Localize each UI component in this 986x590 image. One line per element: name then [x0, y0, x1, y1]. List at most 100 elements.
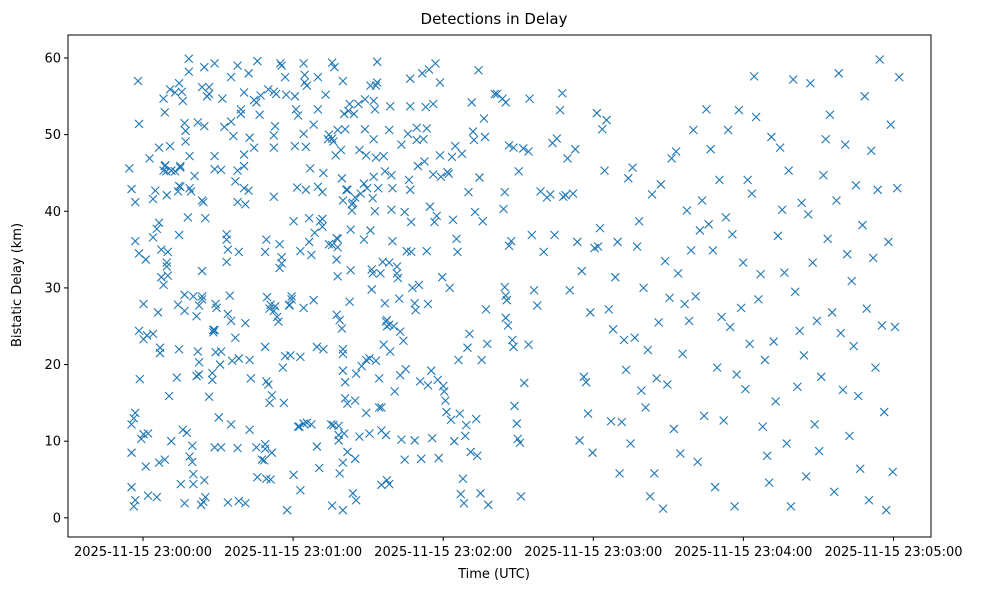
data-point [198, 197, 208, 207]
data-point [187, 457, 197, 467]
data-point [435, 150, 445, 160]
data-point [654, 318, 663, 327]
data-point [619, 335, 629, 345]
data-point [483, 500, 493, 510]
data-point [503, 321, 513, 330]
data-point [432, 211, 442, 221]
data-point [873, 185, 883, 195]
data-point [180, 498, 189, 508]
data-point [249, 143, 259, 153]
data-point [197, 82, 207, 92]
data-point [786, 501, 796, 511]
data-point [403, 129, 413, 139]
data-point [699, 411, 709, 421]
data-point [165, 141, 175, 151]
data-point [892, 183, 902, 193]
data-point [695, 226, 705, 235]
data-point [421, 102, 431, 112]
data-point [380, 298, 390, 308]
data-point [665, 293, 674, 303]
data-point [207, 375, 217, 385]
data-point [475, 173, 484, 182]
data-point [335, 315, 345, 325]
data-point [233, 197, 242, 207]
data-point [335, 468, 345, 478]
data-point [397, 435, 406, 445]
data-point [130, 495, 140, 505]
data-point [175, 182, 185, 192]
data-point [431, 58, 440, 68]
x-tick-label: 2025-11-15 23:00:00 [74, 545, 212, 560]
data-point [730, 501, 740, 511]
data-point [693, 457, 703, 467]
data-point [374, 373, 384, 383]
data-point [871, 363, 880, 373]
data-point [309, 120, 319, 130]
x-tick-label: 2025-11-15 23:02:00 [374, 545, 512, 560]
data-point [645, 491, 655, 501]
data-point [799, 350, 809, 360]
data-point [152, 492, 162, 502]
data-point [527, 230, 537, 240]
data-point [413, 161, 423, 171]
data-point [312, 442, 322, 451]
data-point [682, 206, 692, 215]
data-point [267, 390, 277, 400]
data-point [780, 268, 789, 277]
data-point [557, 88, 567, 98]
data-point [499, 204, 508, 214]
data-point [369, 134, 379, 144]
data-point [369, 172, 379, 182]
data-point [704, 219, 714, 229]
data-point [592, 108, 602, 118]
data-point [225, 291, 235, 300]
data-point [385, 347, 395, 356]
data-point [449, 436, 459, 446]
data-point [127, 482, 136, 492]
data-point [706, 144, 716, 154]
data-point [394, 294, 404, 304]
data-point [190, 171, 199, 181]
data-point [509, 342, 518, 352]
data-point [240, 318, 250, 328]
data-point [214, 413, 224, 422]
data-point [834, 68, 844, 78]
data-point [370, 206, 380, 216]
data-point [840, 140, 850, 149]
data-point [825, 110, 835, 120]
data-point [277, 61, 287, 71]
data-point [563, 154, 572, 163]
data-point [188, 291, 198, 301]
data-point [234, 496, 244, 506]
data-point [277, 259, 287, 268]
data-point [210, 442, 219, 452]
data-point [277, 252, 287, 262]
data-point [452, 234, 461, 244]
data-point [180, 306, 189, 316]
data-point [334, 421, 344, 431]
data-point [577, 266, 587, 276]
data-point [193, 117, 203, 127]
data-point [163, 247, 173, 257]
data-point [583, 409, 593, 418]
data-point [428, 99, 438, 109]
data-point [502, 295, 512, 305]
data-point [669, 424, 679, 434]
data-point [289, 216, 299, 226]
data-point [176, 479, 186, 489]
data-point [621, 365, 631, 375]
data-point [516, 491, 526, 501]
data-point [185, 151, 194, 161]
data-point [793, 382, 802, 392]
data-point [129, 413, 139, 423]
data-point [680, 299, 689, 309]
data-point [136, 434, 146, 444]
data-point [395, 327, 405, 336]
data-point [252, 56, 262, 66]
data-point [334, 436, 344, 445]
data-point [639, 283, 648, 293]
data-point [133, 76, 143, 86]
data-point [330, 62, 339, 72]
data-point [263, 380, 273, 389]
data-point [801, 472, 811, 481]
